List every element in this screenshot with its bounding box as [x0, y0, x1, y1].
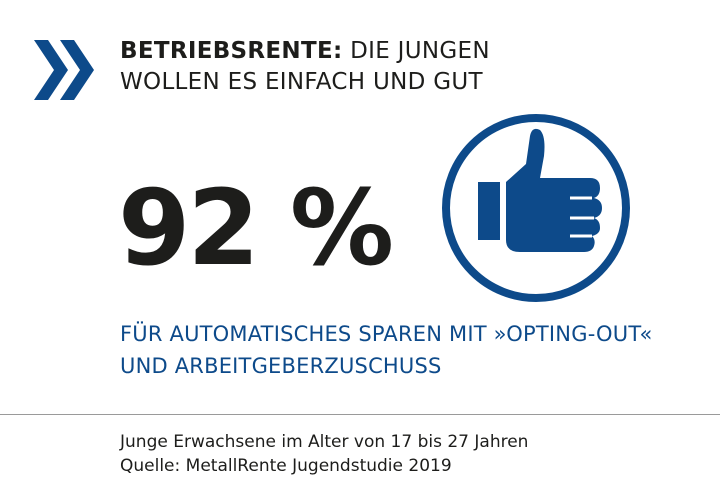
- caption-line-1: FÜR AUTOMATISCHES SPAREN MIT »OPTING-OUT…: [120, 322, 653, 346]
- footer-source: Quelle: MetallRente Jugendstudie 2019: [120, 456, 452, 476]
- thumbs-up-icon: [442, 114, 630, 302]
- title-line-2: WOLLEN ES EINFACH UND GUT: [120, 69, 483, 95]
- footer-note: Junge Erwachsene im Alter von 17 bis 27 …: [120, 430, 528, 478]
- page-title: BETRIEBSRENTE: DIE JUNGEN WOLLEN ES EINF…: [120, 36, 490, 98]
- title-bold: BETRIEBSRENTE:: [120, 38, 343, 64]
- double-chevron-right-icon: [34, 40, 94, 100]
- title-rest: DIE JUNGEN: [350, 38, 490, 64]
- big-percentage: 92 %: [118, 167, 394, 289]
- title-line-1: BETRIEBSRENTE: DIE JUNGEN: [120, 36, 490, 67]
- divider: [0, 414, 720, 415]
- footer-line-1: Junge Erwachsene im Alter von 17 bis 27 …: [120, 432, 529, 452]
- caption: FÜR AUTOMATISCHES SPAREN MIT »OPTING-OUT…: [120, 318, 653, 382]
- caption-line-2: UND ARBEITGEBERZUSCHUSS: [120, 354, 442, 378]
